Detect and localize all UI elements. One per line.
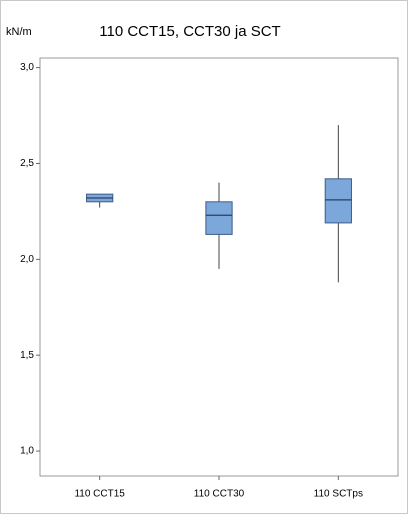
x-tick-label: 110 CCT15 [74, 489, 125, 500]
y-tick-label: 1,5 [20, 350, 34, 361]
chart-title: 110 CCT15, CCT30 ja SCT [99, 23, 280, 40]
box [324, 178, 352, 224]
y-tick-label: 3,0 [20, 62, 34, 73]
y-tick-label: 1,0 [20, 446, 34, 457]
y-tick-label: 2,0 [20, 254, 34, 265]
x-tick-label: 110 SCTps [314, 489, 363, 500]
box [205, 201, 233, 235]
y-axis-label: kN/m [6, 26, 32, 38]
y-tick-label: 2,5 [20, 158, 34, 169]
x-tick-label: 110 CCT30 [194, 489, 245, 500]
